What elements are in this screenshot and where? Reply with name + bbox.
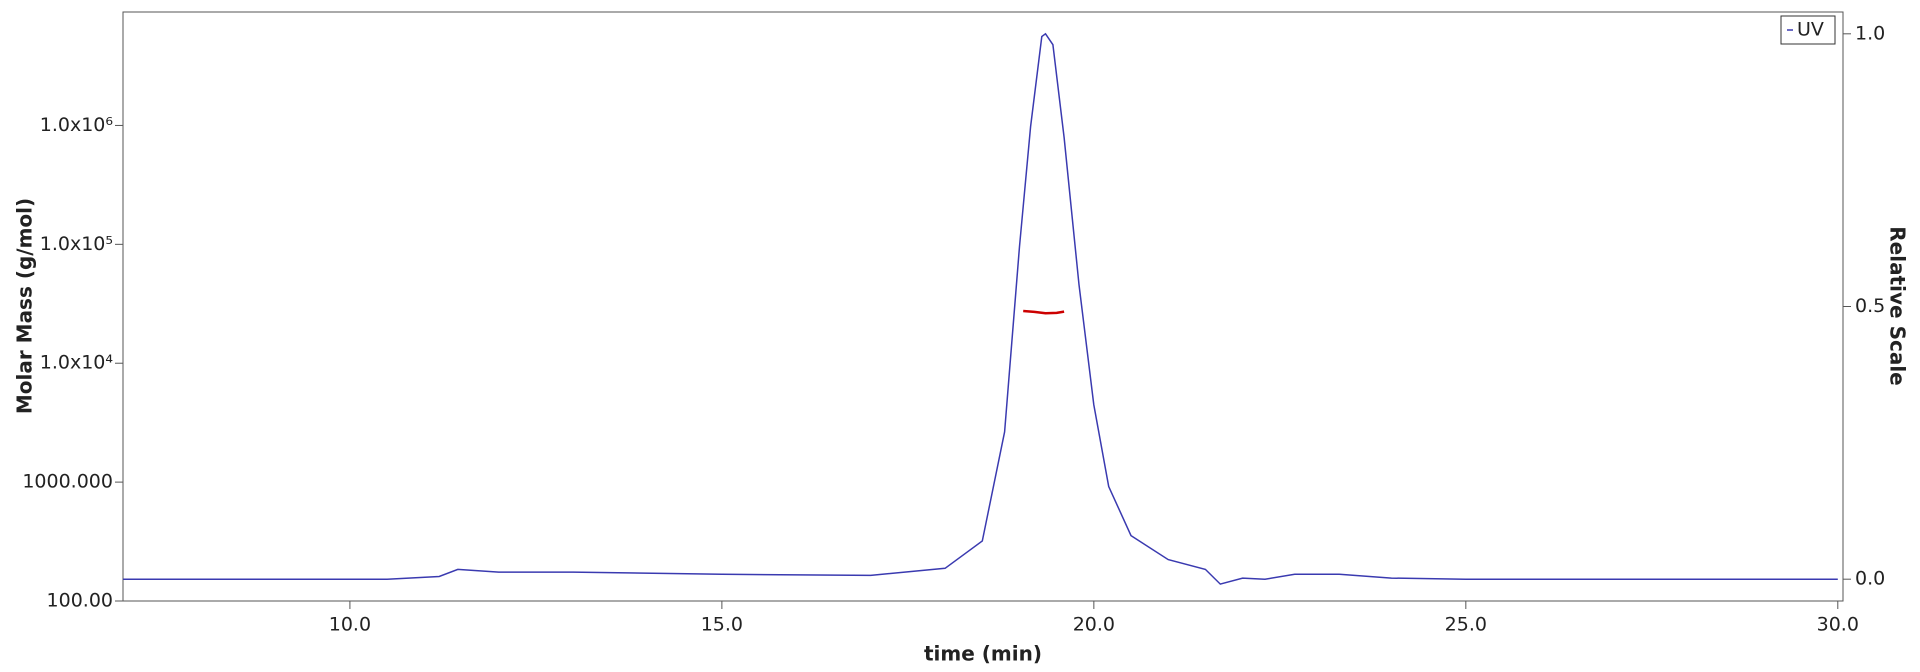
y2-axis-title: Relative Scale [1886, 226, 1910, 385]
x-tick-label: 10.0 [329, 614, 371, 636]
y-tick-label: 100.00 [47, 590, 113, 612]
x-tick-label: 15.0 [701, 614, 743, 636]
y-axis-title: Molar Mass (g/mol) [13, 198, 37, 414]
x-tick-label: 20.0 [1073, 614, 1115, 636]
data-line [123, 32, 1838, 585]
y2-tick-label: 1.0 [1855, 22, 1885, 44]
y-tick-label: 1.0x10⁶ [40, 114, 113, 136]
legend-label: UV [1797, 19, 1824, 41]
y-tick-label: 1.0x10⁵ [40, 233, 113, 255]
y-tick-label: 1000.000 [22, 471, 113, 493]
x-axis-title: time (min) [924, 642, 1042, 666]
x-tick-label: 30.0 [1817, 614, 1859, 636]
x-tick-label: 25.0 [1445, 614, 1487, 636]
y2-tick-label: 0.5 [1855, 295, 1885, 317]
plot-frame [122, 11, 1844, 602]
y2-tick-label: 0.0 [1855, 568, 1885, 590]
data-line [1023, 309, 1065, 315]
y-tick-label: 1.0x10⁴ [40, 352, 114, 374]
